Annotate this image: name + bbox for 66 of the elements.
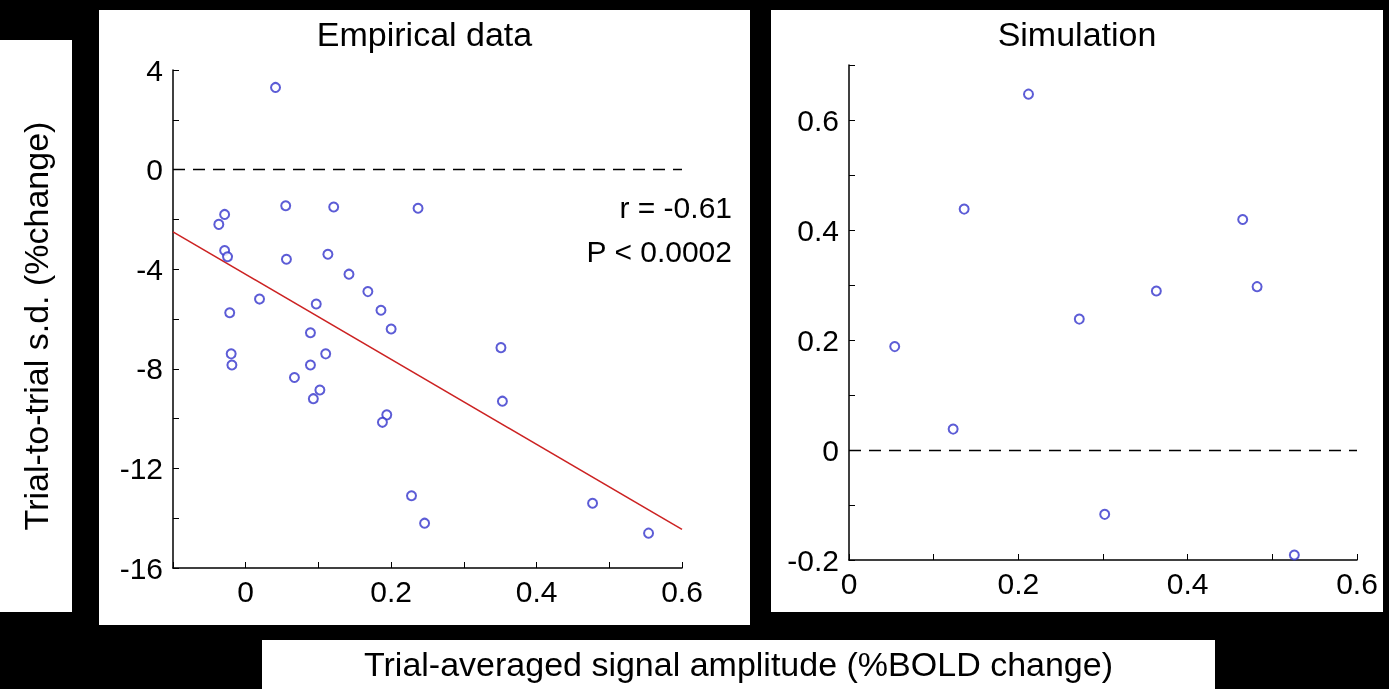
point	[362, 286, 374, 298]
x-tick-label: 0.6	[661, 574, 703, 608]
point	[307, 393, 319, 405]
point	[496, 395, 508, 407]
point	[889, 341, 901, 353]
y-tick-label: 0	[146, 153, 163, 187]
point	[213, 218, 225, 230]
y-tick-label: 0.2	[797, 323, 839, 357]
point	[254, 293, 266, 305]
y-tick-label: 0.4	[797, 213, 839, 247]
y-tick-label: -16	[119, 551, 163, 585]
point	[958, 203, 970, 215]
y-tick-label: 0.6	[797, 103, 839, 137]
annotation: P < 0.0002	[586, 234, 732, 268]
point	[322, 248, 334, 260]
point	[222, 251, 234, 263]
point	[304, 327, 316, 339]
point	[1251, 281, 1263, 293]
point	[375, 304, 387, 316]
point	[381, 409, 393, 421]
point	[1099, 508, 1111, 520]
point	[225, 348, 237, 360]
y-tick-label: -0.2	[787, 543, 839, 577]
x-tick-label: 0.2	[370, 574, 412, 608]
chart-title: Simulation	[997, 15, 1157, 53]
x-tick-label: 0.2	[997, 566, 1040, 600]
y-axis-title: Trial-to-trial s.d. (%change)	[16, 121, 56, 531]
point	[419, 517, 431, 529]
point	[219, 208, 231, 220]
x-tick-label: 0.6	[1336, 566, 1378, 600]
chart-title: Empirical data	[316, 15, 533, 53]
point	[270, 81, 282, 93]
point	[406, 490, 417, 502]
point	[304, 359, 316, 371]
x-tick-label: 0.4	[515, 574, 558, 608]
point	[1237, 214, 1249, 226]
point	[412, 202, 424, 214]
y-tick-label: -12	[119, 451, 163, 485]
point	[320, 348, 332, 360]
point	[280, 253, 292, 265]
x-axis-title: Trial-averaged signal amplitude (%BOLD change)	[262, 640, 1215, 689]
y-tick-label: 4	[146, 53, 163, 87]
y-tick-label: 0	[822, 433, 839, 467]
point	[288, 372, 300, 384]
y-tick-label: -4	[136, 252, 163, 286]
point	[1023, 88, 1034, 100]
point	[226, 359, 238, 371]
point	[1150, 285, 1162, 297]
x-tick-label: 0	[237, 574, 255, 608]
point	[376, 416, 388, 428]
point	[385, 323, 397, 335]
point	[224, 307, 236, 319]
point	[947, 423, 959, 435]
annotation: r = -0.61	[619, 190, 732, 224]
y-tick-label: -8	[136, 352, 163, 386]
point	[328, 201, 340, 213]
point	[587, 497, 599, 509]
point	[310, 298, 322, 310]
point	[280, 200, 292, 212]
x-tick-label: 0.4	[1166, 566, 1209, 600]
point	[1288, 549, 1300, 561]
point	[1073, 313, 1085, 325]
point	[343, 268, 355, 280]
point	[643, 527, 655, 539]
point	[495, 342, 507, 354]
point	[314, 384, 326, 396]
